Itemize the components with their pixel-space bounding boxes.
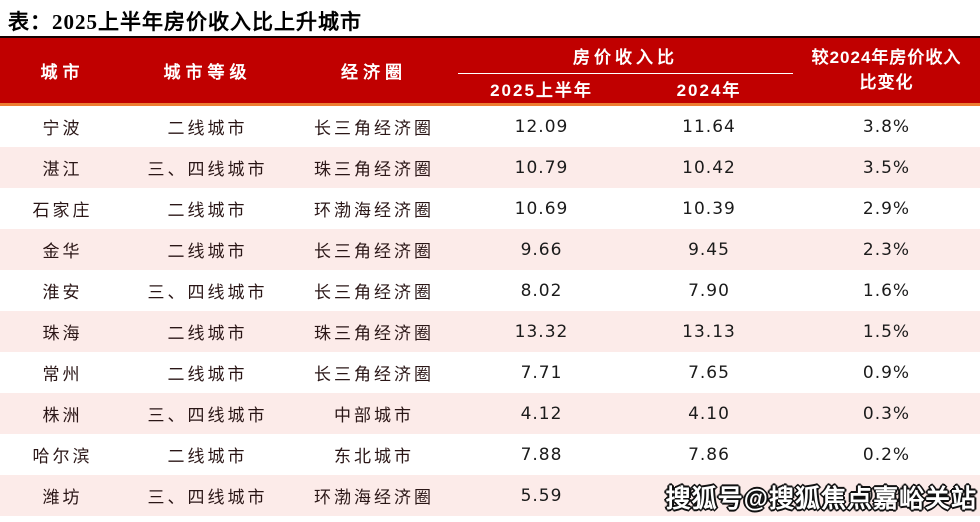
cell-tier: 二线城市 (167, 242, 248, 261)
cell-city: 金华 (42, 242, 83, 261)
cell-tier: 三、四线城市 (147, 160, 268, 179)
cell-city: 珠海 (42, 324, 83, 343)
cell-circle: 环渤海经济圈 (314, 201, 434, 220)
cell-ratio-2024: 7.86 (688, 444, 730, 465)
cell-circle: 环渤海经济圈 (314, 488, 434, 507)
cell-change: 2.9% (862, 198, 911, 219)
cell-circle: 东北城市 (334, 447, 414, 466)
table-row: 石家庄 二线城市 环渤海经济圈 10.69 10.39 2.9% (0, 188, 980, 229)
cell-tier: 二线城市 (167, 324, 248, 343)
cell-ratio-2024: 10.39 (682, 198, 736, 219)
table-row: 株洲 三、四线城市 中部城市 4.12 4.10 0.3% (0, 393, 980, 434)
cell-city: 淮安 (42, 283, 83, 302)
header-change-label: 较2024年房价收入比变化 (811, 47, 962, 92)
cell-ratio-2024: 9.45 (688, 239, 730, 260)
cell-tier: 三、四线城市 (147, 406, 268, 425)
header-change: 较2024年房价收入比变化 (793, 38, 980, 103)
header-city: 城市 (40, 63, 85, 82)
cell-change: 3.8% (862, 116, 911, 137)
header-tier: 城市等级 (163, 63, 252, 82)
cell-ratio-2025: 13.32 (514, 321, 569, 342)
cell-ratio-2025: 5.59 (520, 485, 563, 506)
cell-ratio-2025: 10.79 (514, 157, 569, 178)
cell-city: 宁波 (42, 119, 83, 138)
sohu-watermark: 搜狐号@搜狐焦点嘉峪关站 (665, 485, 977, 513)
cell-tier: 三、四线城市 (147, 488, 268, 507)
table-row: 常州 二线城市 长三角经济圈 7.71 7.65 0.9% (0, 352, 980, 393)
table-row: 金华 二线城市 长三角经济圈 9.66 9.45 2.3% (0, 229, 980, 270)
cell-circle: 长三角经济圈 (314, 242, 434, 261)
table-header: 城市 城市等级 经济圈 房价收入比 2025上半年 2024年 较2024年房价… (0, 36, 980, 106)
header-circle: 经济圈 (341, 63, 407, 82)
cell-tier: 二线城市 (167, 201, 248, 220)
table-row: 宁波 二线城市 长三角经济圈 12.09 11.64 3.8% (0, 106, 980, 147)
cell-ratio-2025: 10.69 (514, 198, 569, 219)
cell-ratio-2025: 12.09 (514, 116, 569, 137)
cell-tier: 二线城市 (167, 365, 248, 384)
cell-ratio-2024: 4.10 (688, 403, 730, 424)
cell-ratio-2025: 7.71 (520, 362, 563, 383)
table-row: 潍坊 三、四线城市 环渤海经济圈 5.59 5.58 0.2% (0, 475, 980, 516)
table-row: 哈尔滨 二线城市 东北城市 7.88 7.86 0.2% (0, 434, 980, 475)
cell-city: 哈尔滨 (32, 447, 93, 466)
table-row: 淮安 三、四线城市 长三角经济圈 8.02 7.90 1.6% (0, 270, 980, 311)
cell-ratio-2025: 8.02 (520, 280, 563, 301)
cell-tier: 二线城市 (167, 119, 248, 138)
table-row: 湛江 三、四线城市 珠三角经济圈 10.79 10.42 3.5% (0, 147, 980, 188)
cell-city: 株洲 (42, 406, 83, 425)
cell-city: 湛江 (42, 160, 83, 179)
cell-ratio-2025: 7.88 (520, 444, 563, 465)
cell-change: 1.5% (862, 321, 911, 342)
cell-ratio-2024: 5.58 (688, 485, 730, 506)
cell-city: 潍坊 (42, 488, 83, 507)
header-ratio-2024: 2024年 (676, 80, 742, 100)
header-ratio-group-label: 房价收入比 (458, 38, 793, 74)
cell-circle: 长三角经济圈 (314, 119, 434, 138)
cell-ratio-2025: 9.66 (520, 239, 563, 260)
cell-ratio-2025: 4.12 (520, 403, 563, 424)
header-ratio-2025h1: 2025上半年 (490, 80, 593, 100)
cell-city: 常州 (42, 365, 83, 384)
table-title: 表：2025上半年房价收入比上升城市 (8, 10, 362, 34)
cell-city: 石家庄 (32, 201, 93, 220)
cell-change: 0.2% (862, 485, 911, 506)
cell-tier: 二线城市 (167, 447, 248, 466)
cell-circle: 长三角经济圈 (314, 365, 434, 384)
header-ratio-subrow: 2025上半年 2024年 (458, 74, 793, 104)
cell-change: 0.2% (862, 444, 911, 465)
cell-ratio-2024: 13.13 (682, 321, 736, 342)
cell-change: 3.5% (862, 157, 911, 178)
cell-change: 2.3% (862, 239, 911, 260)
cell-circle: 珠三角经济圈 (314, 324, 434, 343)
cell-circle: 中部城市 (334, 406, 414, 425)
cell-change: 0.3% (862, 403, 911, 424)
cell-circle: 珠三角经济圈 (314, 160, 434, 179)
table-body: 宁波 二线城市 长三角经济圈 12.09 11.64 3.8% 湛江 三、四线城… (0, 106, 980, 516)
cell-ratio-2024: 7.90 (688, 280, 730, 301)
cell-tier: 三、四线城市 (147, 283, 268, 302)
cell-ratio-2024: 11.64 (682, 116, 736, 137)
cell-ratio-2024: 10.42 (682, 157, 736, 178)
cell-circle: 长三角经济圈 (314, 283, 434, 302)
table-row: 珠海 二线城市 珠三角经济圈 13.32 13.13 1.5% (0, 311, 980, 352)
header-ratio-group: 房价收入比 2025上半年 2024年 (458, 38, 793, 103)
cell-ratio-2024: 7.65 (688, 362, 730, 383)
cell-change: 0.9% (862, 362, 911, 383)
cell-change: 1.6% (862, 280, 911, 301)
